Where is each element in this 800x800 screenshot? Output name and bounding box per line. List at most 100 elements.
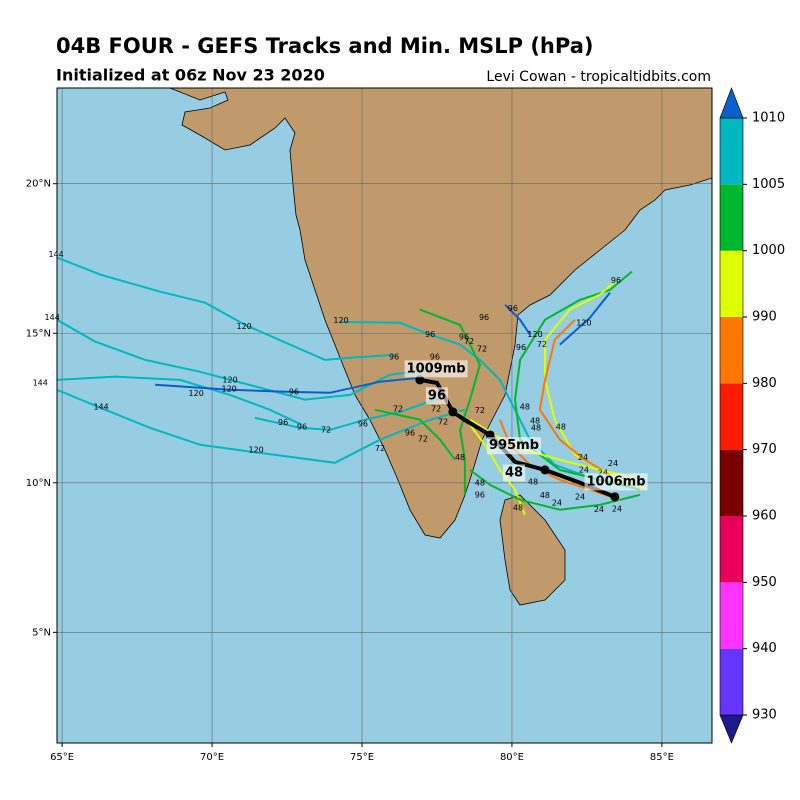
sri-lanka bbox=[499, 494, 566, 606]
hour-label: 96 bbox=[389, 352, 399, 361]
hour-label: 48 bbox=[531, 423, 541, 432]
land bbox=[169, 88, 712, 539]
y-tick-label: 10°N bbox=[26, 478, 51, 489]
hour-label: 120 bbox=[189, 389, 204, 398]
hour-label: 96 bbox=[479, 313, 489, 322]
colorbar-extend-high bbox=[719, 87, 744, 119]
hour-label: 48 bbox=[528, 477, 538, 486]
hour-label: 120 bbox=[576, 318, 591, 327]
colorbar-band bbox=[720, 582, 743, 649]
hour-label: 72 bbox=[418, 434, 428, 443]
colorbar-tick-label: 990 bbox=[752, 310, 777, 325]
hour-label: 120 bbox=[248, 445, 263, 454]
ensemble-track bbox=[513, 270, 641, 491]
hour-label: 96 bbox=[425, 330, 435, 339]
ensemble-track bbox=[469, 469, 641, 511]
colorbar-band bbox=[720, 250, 743, 317]
hour-label: 48 bbox=[513, 503, 523, 512]
chart-subtitle: Initialized at 06z Nov 23 2020 bbox=[56, 66, 325, 85]
colorbar-tick-label: 970 bbox=[752, 442, 777, 457]
annotation-background bbox=[487, 437, 542, 455]
hour-label: 24 bbox=[579, 465, 589, 474]
x-tick-label: 70°E bbox=[200, 752, 224, 763]
hour-label: 72 bbox=[464, 337, 474, 346]
hour-label: 24 bbox=[578, 453, 588, 462]
map-frame bbox=[56, 87, 713, 744]
mean-track-point bbox=[485, 430, 495, 440]
ensemble-track bbox=[374, 408, 456, 461]
annotation: 1009mb bbox=[407, 361, 466, 376]
annotation-background bbox=[425, 387, 449, 405]
hour-label: 120 bbox=[222, 384, 237, 393]
hour-label: 96 bbox=[475, 490, 485, 499]
hour-label: 96 bbox=[516, 343, 526, 352]
annotation-background bbox=[404, 360, 468, 378]
annotation: 995mb bbox=[489, 438, 539, 453]
hour-label: 96 bbox=[508, 304, 518, 313]
colorbar-band bbox=[720, 449, 743, 516]
colorbar-tick-label: 1010 bbox=[752, 111, 785, 126]
colorbar-tick-label: 980 bbox=[752, 376, 777, 391]
colorbar-tick-label: 1000 bbox=[752, 243, 785, 258]
hour-label: 24 bbox=[575, 492, 585, 501]
mean-track-point bbox=[540, 465, 550, 475]
annotation-background bbox=[584, 473, 648, 491]
y-tick-label: 15°N bbox=[26, 328, 51, 339]
ensemble-track bbox=[57, 388, 466, 464]
hour-label: 144 bbox=[93, 402, 108, 411]
colorbar-band bbox=[720, 118, 743, 185]
hour-label: 48 bbox=[475, 478, 485, 487]
hour-label: 96 bbox=[358, 419, 368, 428]
hour-label: 120 bbox=[222, 375, 237, 384]
colorbar-band bbox=[720, 648, 743, 715]
y-tick-label: 20°N bbox=[26, 179, 51, 190]
annotation: 1006mb bbox=[587, 474, 646, 489]
x-tick-label: 85°E bbox=[650, 752, 674, 763]
hour-label: 72 bbox=[537, 340, 547, 349]
colorbar-band bbox=[720, 317, 743, 384]
x-tick-label: 65°E bbox=[50, 752, 74, 763]
colorbar-tick-label: 1005 bbox=[752, 177, 785, 192]
hour-label: 96 bbox=[430, 352, 440, 361]
ensemble-track bbox=[538, 319, 611, 476]
colorbar-band bbox=[720, 516, 743, 583]
hour-label: 48 bbox=[556, 422, 566, 431]
colorbar-extend-low bbox=[719, 714, 744, 744]
hour-label: 72 bbox=[438, 417, 448, 426]
hour-label: 24 bbox=[598, 468, 608, 477]
colorbar-tick-label: 950 bbox=[752, 575, 777, 590]
ensemble-track bbox=[155, 376, 420, 394]
ensemble-track bbox=[559, 291, 611, 346]
y-tick-label: 5°N bbox=[32, 627, 51, 638]
ensemble-track bbox=[504, 304, 531, 336]
hour-label: 96 bbox=[289, 387, 299, 396]
x-tick-label: 80°E bbox=[500, 752, 524, 763]
hour-label: 72 bbox=[393, 404, 403, 413]
hour-label: 48 bbox=[520, 402, 530, 411]
hour-label: 96 bbox=[297, 422, 307, 431]
ensemble-track bbox=[340, 320, 631, 488]
hour-label: 24 bbox=[608, 459, 618, 468]
colorbar-band bbox=[720, 184, 743, 251]
hour-label: 144 bbox=[48, 250, 63, 259]
credit: Levi Cowan - tropicaltidbits.com bbox=[486, 69, 711, 85]
hour-label: 72 bbox=[475, 406, 485, 415]
mean-track-point bbox=[610, 492, 620, 502]
hour-label: 144 bbox=[45, 313, 60, 322]
mean-track-point bbox=[448, 407, 458, 417]
chart-title: 04B FOUR - GEFS Tracks and Min. MSLP (hP… bbox=[56, 34, 593, 58]
colorbar-tick-label: 960 bbox=[752, 509, 777, 524]
hour-label: 72 bbox=[477, 344, 487, 353]
hour-label: 48 bbox=[540, 491, 550, 500]
hour-label: 24 bbox=[552, 498, 562, 507]
hour-label: 24 bbox=[594, 505, 604, 514]
ensemble-track bbox=[254, 396, 441, 431]
hour-label: 120 bbox=[333, 316, 348, 325]
ensemble-track bbox=[57, 256, 396, 361]
hour-label: 120 bbox=[527, 330, 542, 339]
hour-label: 120 bbox=[237, 322, 252, 331]
annotation-background bbox=[503, 464, 526, 482]
hour-label: 96 bbox=[278, 418, 288, 427]
annotation: 96 bbox=[428, 388, 446, 403]
